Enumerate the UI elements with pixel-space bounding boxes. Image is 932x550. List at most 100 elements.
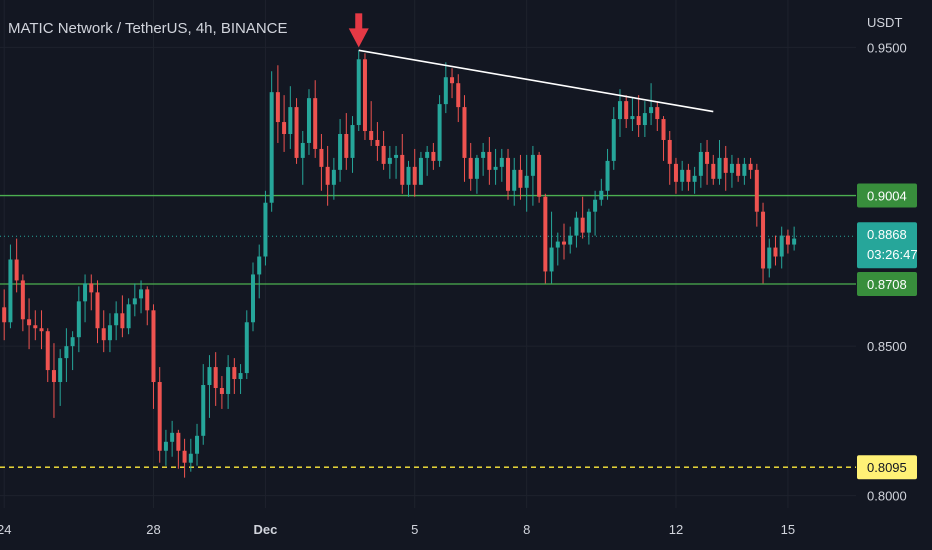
candle-body[interactable] — [157, 382, 162, 451]
candle-body[interactable] — [549, 247, 554, 272]
candle-body[interactable] — [785, 235, 790, 245]
candle-body[interactable] — [499, 157, 504, 167]
candle-body[interactable] — [362, 59, 367, 132]
candle-body[interactable] — [201, 385, 206, 436]
candle-body[interactable] — [238, 373, 243, 380]
candle-body[interactable] — [282, 122, 287, 134]
candle-body[interactable] — [698, 151, 703, 176]
candle-body[interactable] — [605, 160, 610, 191]
candle-body[interactable] — [226, 367, 231, 394]
candle-body[interactable] — [518, 169, 523, 188]
candle-body[interactable] — [574, 217, 579, 236]
candle-body[interactable] — [742, 163, 747, 176]
candle-body[interactable] — [555, 241, 560, 248]
candle-body[interactable] — [456, 83, 461, 108]
candle-body[interactable] — [692, 175, 697, 182]
candle-body[interactable] — [773, 247, 778, 257]
candle-body[interactable] — [387, 157, 392, 164]
down-arrow-icon[interactable] — [348, 28, 369, 48]
candle-body[interactable] — [344, 134, 349, 158]
candle-body[interactable] — [139, 289, 144, 299]
candle-body[interactable] — [537, 154, 542, 197]
candle-body[interactable] — [151, 310, 156, 383]
candle-body[interactable] — [232, 367, 237, 380]
candle-body[interactable] — [356, 59, 361, 126]
candle-body[interactable] — [207, 367, 212, 386]
candle-body[interactable] — [524, 175, 529, 188]
candle-body[interactable] — [686, 169, 691, 182]
candle-body[interactable] — [319, 148, 324, 167]
candle-body[interactable] — [617, 101, 622, 120]
candle-body[interactable] — [611, 119, 616, 161]
candle-body[interactable] — [8, 259, 13, 323]
candle-body[interactable] — [375, 139, 380, 146]
candle-body[interactable] — [462, 107, 467, 158]
candle-body[interactable] — [425, 151, 430, 158]
candle-body[interactable] — [275, 92, 280, 123]
candle-body[interactable] — [680, 169, 685, 182]
candle-body[interactable] — [76, 301, 81, 338]
candle-body[interactable] — [667, 139, 672, 164]
candle-body[interactable] — [487, 151, 492, 170]
candle-body[interactable] — [338, 134, 343, 170]
candle-body[interactable] — [170, 432, 175, 442]
candle-body[interactable] — [269, 92, 274, 203]
candle-body[interactable] — [474, 157, 479, 179]
candle-body[interactable] — [406, 166, 411, 185]
candle-body[interactable] — [83, 283, 88, 302]
trendline[interactable] — [358, 49, 714, 113]
candle-body[interactable] — [636, 116, 641, 126]
candle-body[interactable] — [45, 331, 50, 371]
candle-body[interactable] — [381, 145, 386, 164]
candle-body[interactable] — [431, 151, 436, 161]
candle-body[interactable] — [89, 283, 94, 293]
candle-body[interactable] — [530, 154, 535, 176]
candle-body[interactable] — [20, 280, 25, 320]
candle-body[interactable] — [400, 154, 405, 185]
candle-body[interactable] — [705, 151, 710, 164]
candle-body[interactable] — [468, 157, 473, 179]
candle-body[interactable] — [369, 131, 374, 140]
candle-body[interactable] — [568, 235, 573, 245]
candle-body[interactable] — [729, 163, 734, 173]
candle-body[interactable] — [630, 116, 635, 120]
candle-body[interactable] — [325, 166, 330, 185]
candle-body[interactable] — [586, 211, 591, 233]
candle-body[interactable] — [70, 337, 75, 347]
candle-body[interactable] — [450, 77, 455, 84]
candle-body[interactable] — [642, 113, 647, 126]
candle-body[interactable] — [443, 77, 448, 105]
candle-body[interactable] — [761, 211, 766, 269]
candle-body[interactable] — [655, 107, 660, 120]
candle-body[interactable] — [64, 346, 69, 359]
candle-body[interactable] — [649, 107, 654, 114]
candle-body[interactable] — [418, 157, 423, 185]
candle-body[interactable] — [176, 432, 181, 451]
candle-body[interactable] — [2, 307, 7, 323]
candle-body[interactable] — [748, 163, 753, 170]
candle-body[interactable] — [792, 238, 797, 245]
candle-body[interactable] — [506, 157, 511, 191]
candle-body[interactable] — [288, 107, 293, 134]
candle-body[interactable] — [257, 256, 262, 275]
candle-body[interactable] — [251, 274, 255, 323]
candle-body[interactable] — [145, 289, 150, 311]
candle-body[interactable] — [767, 247, 772, 269]
candle-body[interactable] — [182, 450, 187, 463]
candle-body[interactable] — [263, 202, 268, 257]
candle-body[interactable] — [107, 325, 112, 341]
candle-body[interactable] — [394, 154, 399, 158]
candle-body[interactable] — [14, 259, 19, 281]
candle-body[interactable] — [219, 388, 224, 394]
candle-body[interactable] — [163, 441, 168, 451]
candle-body[interactable] — [126, 304, 131, 329]
candle-body[interactable] — [132, 298, 137, 305]
candle-body[interactable] — [723, 157, 728, 173]
candle-body[interactable] — [300, 142, 305, 158]
candle-body[interactable] — [114, 313, 119, 326]
candle-body[interactable] — [95, 292, 100, 329]
candle-body[interactable] — [754, 169, 759, 212]
candle-body[interactable] — [437, 104, 442, 161]
candle-body[interactable] — [33, 325, 38, 329]
